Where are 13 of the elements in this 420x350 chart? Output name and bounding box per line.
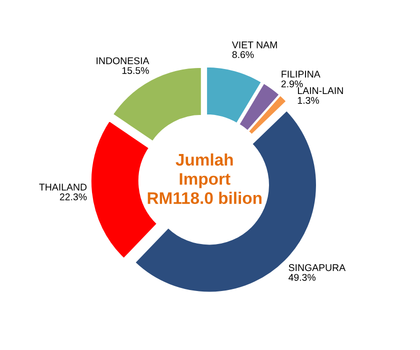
- slice-label: INDONESIA: [96, 57, 150, 64]
- slice-label: FILIPINA: [282, 70, 320, 78]
- data-label: 8.6%: [232, 51, 254, 58]
- data-label: 15.5%: [122, 67, 149, 74]
- slice-label: SINGAPURA: [288, 264, 346, 272]
- slice-label: THAILAND: [39, 184, 87, 190]
- data-label: 49.3%: [288, 274, 316, 281]
- data-label: 22.3%: [60, 193, 87, 200]
- data-label: 2.9%: [281, 80, 303, 88]
- slice-label: LAIN-LAIN: [298, 87, 343, 94]
- slice-label: VIET NAM: [232, 42, 277, 48]
- data-label: 1.3%: [298, 96, 320, 104]
- text: Jumlah Import RM118.0 bilion: [148, 153, 262, 204]
